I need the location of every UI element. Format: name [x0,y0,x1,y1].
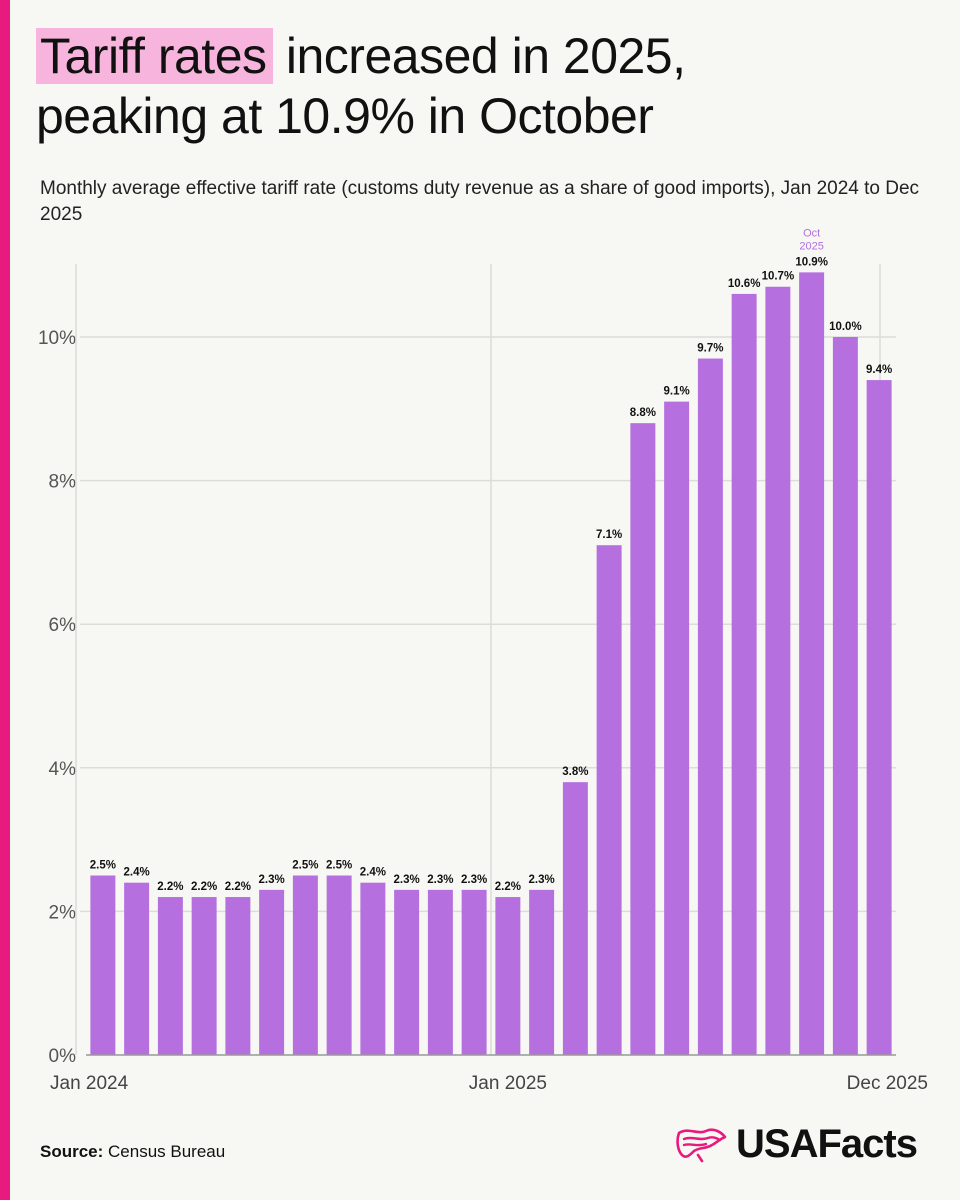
bar-value-label: 2.3% [461,874,487,886]
bar [765,286,791,1055]
title-line2: peaking at 10.9% in October [36,88,654,144]
bar-value-label: 9.7% [697,343,723,355]
bar-value-label: 2.2% [191,881,217,893]
bar [461,889,487,1055]
accent-bar [0,0,10,1200]
bar [326,875,352,1055]
x-tick-label: Jan 2025 [469,1073,547,1094]
logo-text: USAFacts [736,1122,918,1166]
bar-value-label: 2.2% [225,881,251,893]
bar-value-label: 9.1% [664,386,690,398]
bar-value-label: 2.5% [326,860,352,872]
y-tick-label: 2% [49,902,77,923]
bar [124,882,150,1055]
bar [832,337,858,1055]
bar-value-label: 3.8% [562,766,588,778]
bar [90,875,116,1055]
brand-logo: USAFacts [676,1122,918,1167]
source-note: Source: Census Bureau [40,1142,225,1162]
bar-value-label: 2.4% [360,867,386,879]
y-tick-label: 4% [49,759,77,780]
bar-value-label: 10.9% [795,256,828,268]
bar [259,889,285,1055]
x-tick-label: Dec 2025 [847,1073,928,1094]
y-tick-label: 10% [38,328,76,349]
bar-value-label: 10.6% [728,278,761,290]
bar-value-label: 2.3% [427,874,453,886]
y-tick-label: 8% [49,472,77,493]
bar-value-label: 10.0% [829,321,862,333]
bar-value-label: 2.4% [124,867,150,879]
bar-value-label: 10.7% [762,271,795,283]
bar [529,889,555,1055]
bar [225,897,251,1055]
bar [664,401,690,1055]
bar [630,423,656,1055]
source-label: Source: [40,1142,104,1161]
bar-value-label: 2.5% [292,860,318,872]
bar-value-label: 2.3% [529,874,555,886]
title-highlight: Tariff rates [36,28,273,84]
y-tick-label: 6% [49,615,77,636]
title-line1-rest: increased in 2025, [272,28,686,84]
bar-value-label: 9.4% [866,364,892,376]
bar [731,293,757,1055]
page-title: Tariff rates increased in 2025, peaking … [36,26,936,146]
bar [562,782,588,1055]
bar-value-label: 8.8% [630,407,656,419]
bar [697,358,723,1055]
bar [596,545,622,1055]
bar-value-label: 2.5% [90,860,116,872]
bar-value-label: 2.2% [157,881,183,893]
peak-annotation: Oct [803,227,820,239]
peak-annotation: 2025 [799,240,823,252]
bar-value-label: 2.3% [259,874,285,886]
subtitle: Monthly average effective tariff rate (c… [40,178,920,225]
bar-value-label: 2.3% [394,874,420,886]
bar-value-label: 2.2% [495,881,521,893]
usa-map-icon [676,1127,727,1162]
bar [360,882,386,1055]
bar [157,897,183,1055]
bar [495,897,521,1055]
bar [292,875,318,1055]
y-tick-label: 0% [49,1046,77,1067]
bar [799,272,825,1055]
bar [427,889,453,1055]
source-value: Census Bureau [103,1142,226,1161]
bar [866,380,892,1056]
bar [191,897,217,1055]
x-tick-label: Jan 2024 [50,1073,129,1094]
bar-value-label: 7.1% [596,529,622,541]
bar [394,889,420,1055]
